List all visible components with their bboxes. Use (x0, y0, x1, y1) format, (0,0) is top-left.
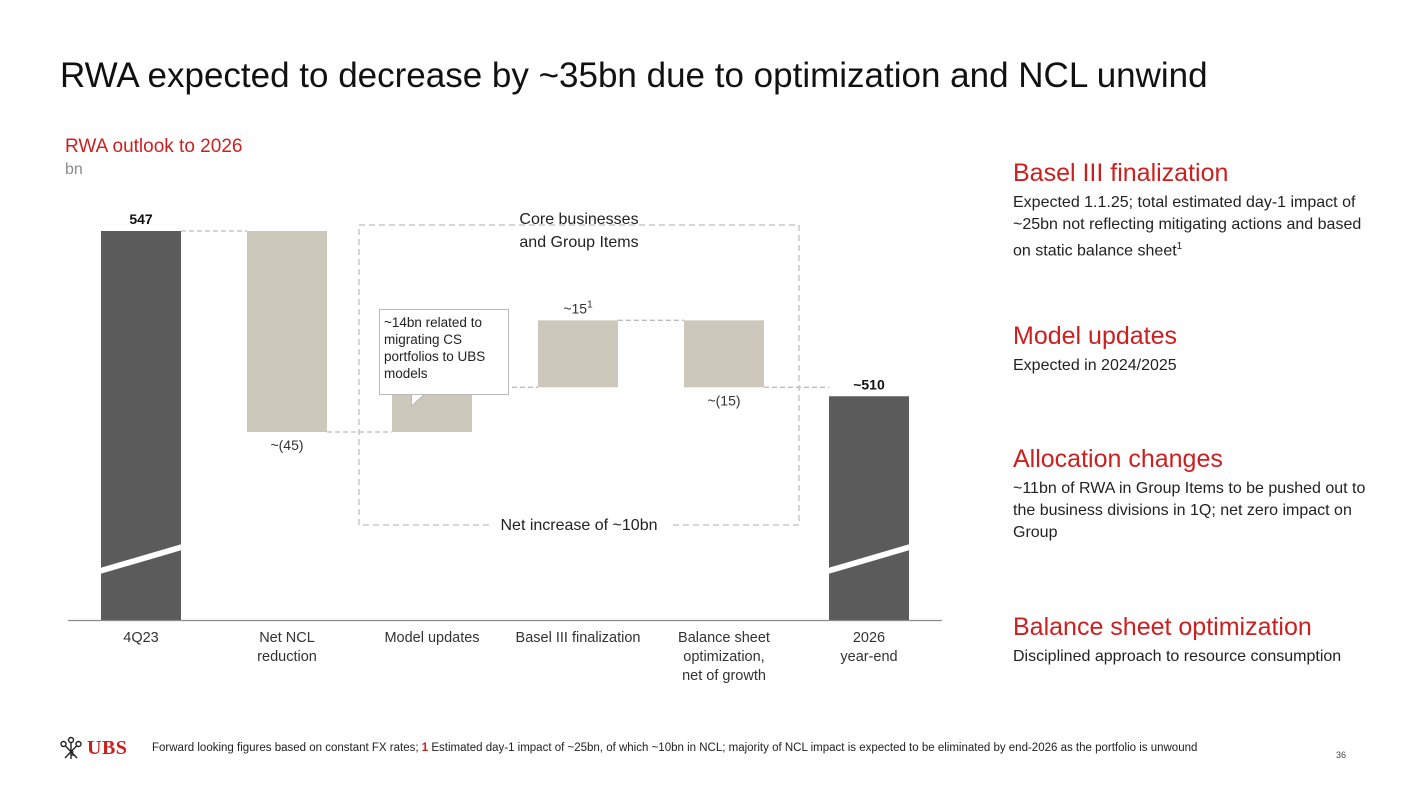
x-tick-label: Model updates (384, 630, 479, 646)
x-tick-label: optimization, (683, 649, 764, 665)
side-heading-model: Model updates (1013, 322, 1178, 350)
bar-1 (247, 231, 327, 432)
footnote-marker: 1 (421, 742, 429, 754)
bar-3 (538, 320, 618, 388)
side-text-allocation: ~11bn of RWA in Group Items to be pushed… (1013, 480, 1366, 541)
footnote: Forward looking figures based on constan… (152, 741, 1262, 756)
x-tick-label: year-end (840, 649, 897, 665)
group-box-label-line: Core businesses (519, 211, 638, 228)
x-tick-label: 4Q23 (123, 630, 158, 646)
x-tick-label: 2026 (853, 630, 885, 646)
chart-title: RWA outlook to 2026 (65, 136, 243, 157)
side-text-basel-sup: 1 (1176, 241, 1183, 252)
value-label-5: ~510 (853, 376, 885, 392)
side-section-basel: Basel III finalization Expected 1.1.25; … (1013, 158, 1373, 262)
side-text-balance: Disciplined approach to resource consump… (1013, 648, 1342, 665)
waterfall-chart: Core businesses and Group Items Net increa… (68, 211, 942, 684)
value-label-4: ~(15) (707, 392, 740, 408)
group-box-bottom-label-bg (489, 514, 669, 536)
side-text-basel: Expected 1.1.25; total estimated day-1 i… (1013, 192, 1373, 262)
page-number: 36 (1336, 750, 1347, 760)
value-label-3: ~151 (563, 299, 593, 316)
ubs-keys-icon (60, 736, 82, 759)
x-tick-label: net of growth (682, 668, 766, 684)
bar-4 (684, 320, 764, 388)
group-box-bottom-label: Net increase of ~10bn (501, 517, 658, 534)
callout-tail-inner (412, 393, 425, 405)
footnote-body: Estimated day-1 impact of ~25bn, of whic… (428, 742, 1198, 754)
side-section-model: Model updates Expected in 2024/2025 (1013, 321, 1373, 377)
side-text-model: Expected in 2024/2025 (1013, 357, 1177, 374)
x-tick-label: reduction (257, 649, 317, 665)
model-updates-callout: ~14bn related to migrating CS portfolios… (379, 309, 509, 395)
side-heading-balance: Balance sheet optimization (1013, 613, 1312, 641)
side-heading-basel: Basel III finalization (1013, 159, 1229, 187)
value-label-sup: 1 (587, 299, 593, 310)
value-label-1: ~(45) (270, 437, 303, 453)
ubs-logo: UBS (58, 735, 127, 761)
axis-break-mark (828, 544, 910, 574)
chart-header: RWA outlook to 2026 bn (65, 136, 242, 182)
bar-5 (829, 396, 909, 620)
x-tick-label: Balance sheet (678, 630, 770, 646)
group-box-label-line: and Group Items (519, 234, 638, 251)
footnote-lead: Forward looking figures based on constan… (152, 742, 422, 754)
page-title: RWA expected to decrease by ~35bn due to… (60, 56, 1208, 95)
x-tick-label: Basel III finalization (516, 630, 641, 646)
axis-break-mark (100, 544, 182, 574)
side-section-balance: Balance sheet optimization Disciplined a… (1013, 612, 1373, 668)
value-label-0: 547 (129, 211, 153, 227)
side-text-basel-body: Expected 1.1.25; total estimated day-1 i… (1013, 194, 1362, 260)
side-heading-allocation: Allocation changes (1013, 445, 1223, 473)
bar-0 (101, 231, 181, 620)
x-tick-label: Net NCL (259, 630, 315, 646)
side-section-allocation: Allocation changes ~11bn of RWA in Group… (1013, 444, 1373, 544)
chart-unit: bn (65, 161, 83, 178)
ubs-logo-text: UBS (87, 736, 128, 759)
